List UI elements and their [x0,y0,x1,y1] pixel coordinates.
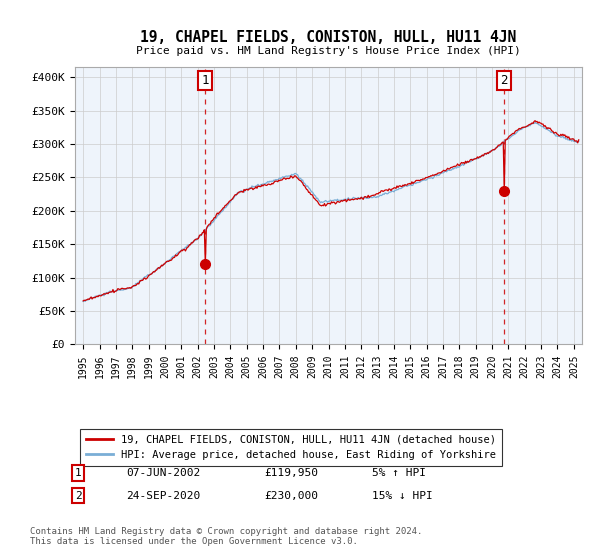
Text: 24-SEP-2020: 24-SEP-2020 [126,491,200,501]
Text: 07-JUN-2002: 07-JUN-2002 [126,468,200,478]
Text: £230,000: £230,000 [264,491,318,501]
Legend: 19, CHAPEL FIELDS, CONISTON, HULL, HU11 4JN (detached house), HPI: Average price: 19, CHAPEL FIELDS, CONISTON, HULL, HU11 … [80,428,502,466]
Text: 5% ↑ HPI: 5% ↑ HPI [372,468,426,478]
Text: £119,950: £119,950 [264,468,318,478]
Text: 1: 1 [74,468,82,478]
Title: 19, CHAPEL FIELDS, CONISTON, HULL, HU11 4JN: 19, CHAPEL FIELDS, CONISTON, HULL, HU11 … [140,30,517,45]
Text: Price paid vs. HM Land Registry's House Price Index (HPI): Price paid vs. HM Land Registry's House … [136,46,521,56]
Text: 2: 2 [74,491,82,501]
Text: 2: 2 [500,74,508,87]
Text: 15% ↓ HPI: 15% ↓ HPI [372,491,433,501]
Text: 1: 1 [201,74,209,87]
Text: Contains HM Land Registry data © Crown copyright and database right 2024.
This d: Contains HM Land Registry data © Crown c… [30,526,422,546]
